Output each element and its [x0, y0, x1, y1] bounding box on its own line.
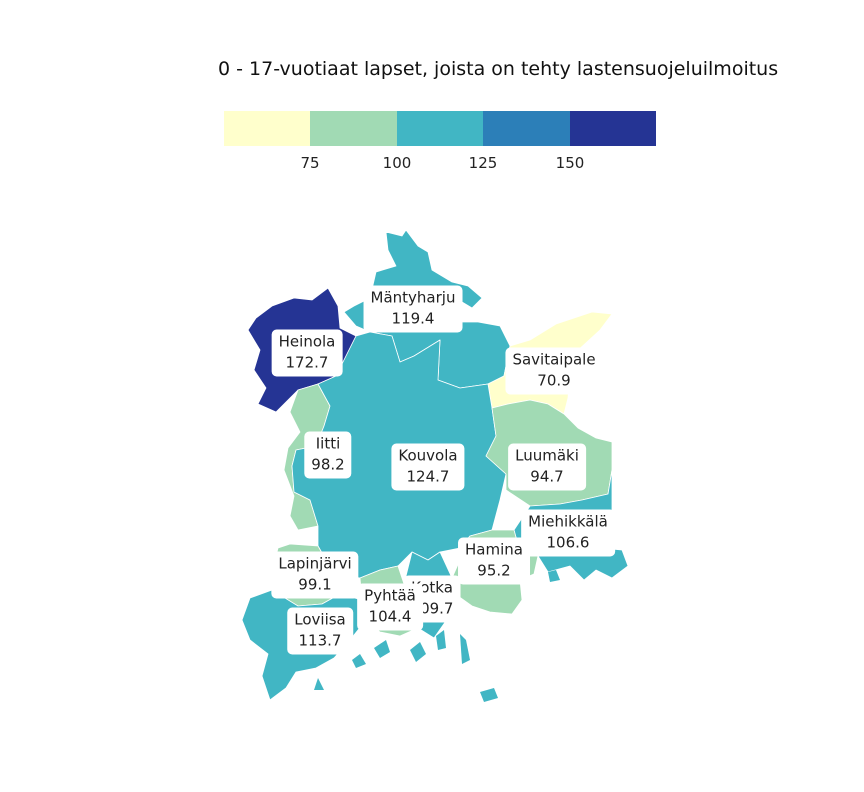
municipality-name: Savitaipale: [512, 350, 596, 369]
municipality-name: Kouvola: [398, 446, 458, 465]
municipality-name: Mäntyharju: [370, 288, 456, 307]
municipality-value: 95.2: [477, 561, 511, 580]
municipality-value: 99.1: [298, 575, 332, 594]
municipality-name: Iitti: [315, 434, 341, 453]
label-heinola: Heinola 172.7: [271, 329, 343, 377]
label-hamina: Hamina 95.2: [458, 537, 530, 585]
municipality-value: 98.2: [311, 455, 345, 474]
label-loviisa: Loviisa 113.7: [287, 607, 353, 655]
legend-tick-75: 75: [300, 154, 320, 172]
municipality-value: 104.4: [368, 607, 412, 626]
municipality-name: Luumäki: [515, 446, 579, 465]
label-mantyharju: Mäntyharju 119.4: [363, 285, 463, 333]
municipality-value: 119.4: [391, 309, 435, 328]
legend-tick-100: 100: [382, 154, 412, 172]
municipality-name: Hamina: [465, 540, 523, 559]
municipality-value: 113.7: [298, 631, 342, 650]
label-savitaipale: Savitaipale 70.9: [505, 347, 603, 395]
municipality-value: 124.7: [406, 467, 450, 486]
legend-tick-125: 125: [468, 154, 498, 172]
municipality-value: 70.9: [537, 371, 571, 390]
label-miehikkala: Miehikkälä 106.6: [521, 509, 615, 557]
label-lapinjarvi: Lapinjärvi 99.1: [271, 551, 359, 599]
label-iitti: Iitti 98.2: [304, 431, 352, 479]
label-kouvola: Kouvola 124.7: [391, 443, 465, 491]
map-title: 0 - 17-vuotiaat lapset, joista on tehty …: [218, 58, 779, 80]
legend-swatch-3: [396, 111, 484, 146]
municipality-value: 106.6: [546, 533, 590, 552]
legend-swatch-2: [310, 111, 397, 146]
municipality-name: Heinola: [278, 332, 336, 351]
label-pyhtaa: Pyhtää 104.4: [357, 583, 423, 631]
legend-swatch-1: [224, 111, 311, 146]
legend-swatch-4: [483, 111, 570, 146]
municipality-name: Loviisa: [294, 610, 346, 629]
legend-swatch-5: [569, 111, 656, 146]
color-legend: [224, 111, 656, 146]
legend-tick-150: 150: [555, 154, 585, 172]
municipality-value: 172.7: [285, 353, 329, 372]
municipality-value: 94.7: [530, 467, 564, 486]
municipality-name: Pyhtää: [364, 586, 416, 605]
municipality-name: Miehikkälä: [528, 512, 608, 531]
label-luumaki: Luumäki 94.7: [508, 443, 586, 491]
coastal-islands: [314, 570, 560, 702]
municipality-name: Lapinjärvi: [278, 554, 352, 573]
